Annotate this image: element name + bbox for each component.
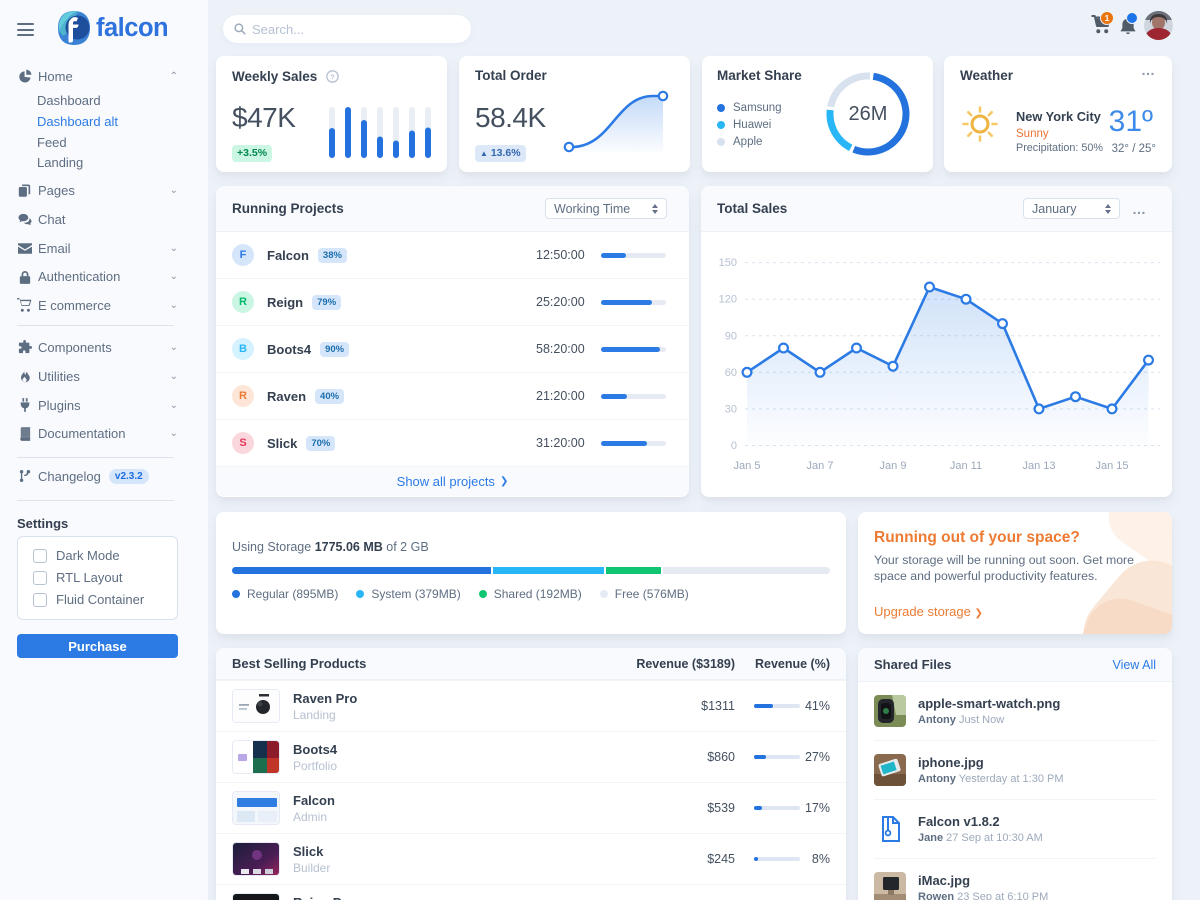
svg-text:Jan 9: Jan 9 — [880, 460, 907, 472]
svg-text:120: 120 — [719, 294, 737, 306]
svg-text:30: 30 — [725, 403, 737, 415]
svg-text:Jan 11: Jan 11 — [950, 460, 982, 472]
svg-text:150: 150 — [719, 257, 737, 269]
svg-text:?: ? — [330, 72, 335, 81]
svg-text:Jan 7: Jan 7 — [807, 460, 834, 472]
svg-text:90: 90 — [725, 330, 737, 342]
svg-text:Jan 5: Jan 5 — [734, 460, 761, 472]
svg-text:Jan 13: Jan 13 — [1022, 460, 1055, 472]
svg-text:60: 60 — [725, 367, 737, 379]
svg-text:0: 0 — [731, 440, 737, 452]
svg-text:Jan 15: Jan 15 — [1095, 460, 1128, 472]
